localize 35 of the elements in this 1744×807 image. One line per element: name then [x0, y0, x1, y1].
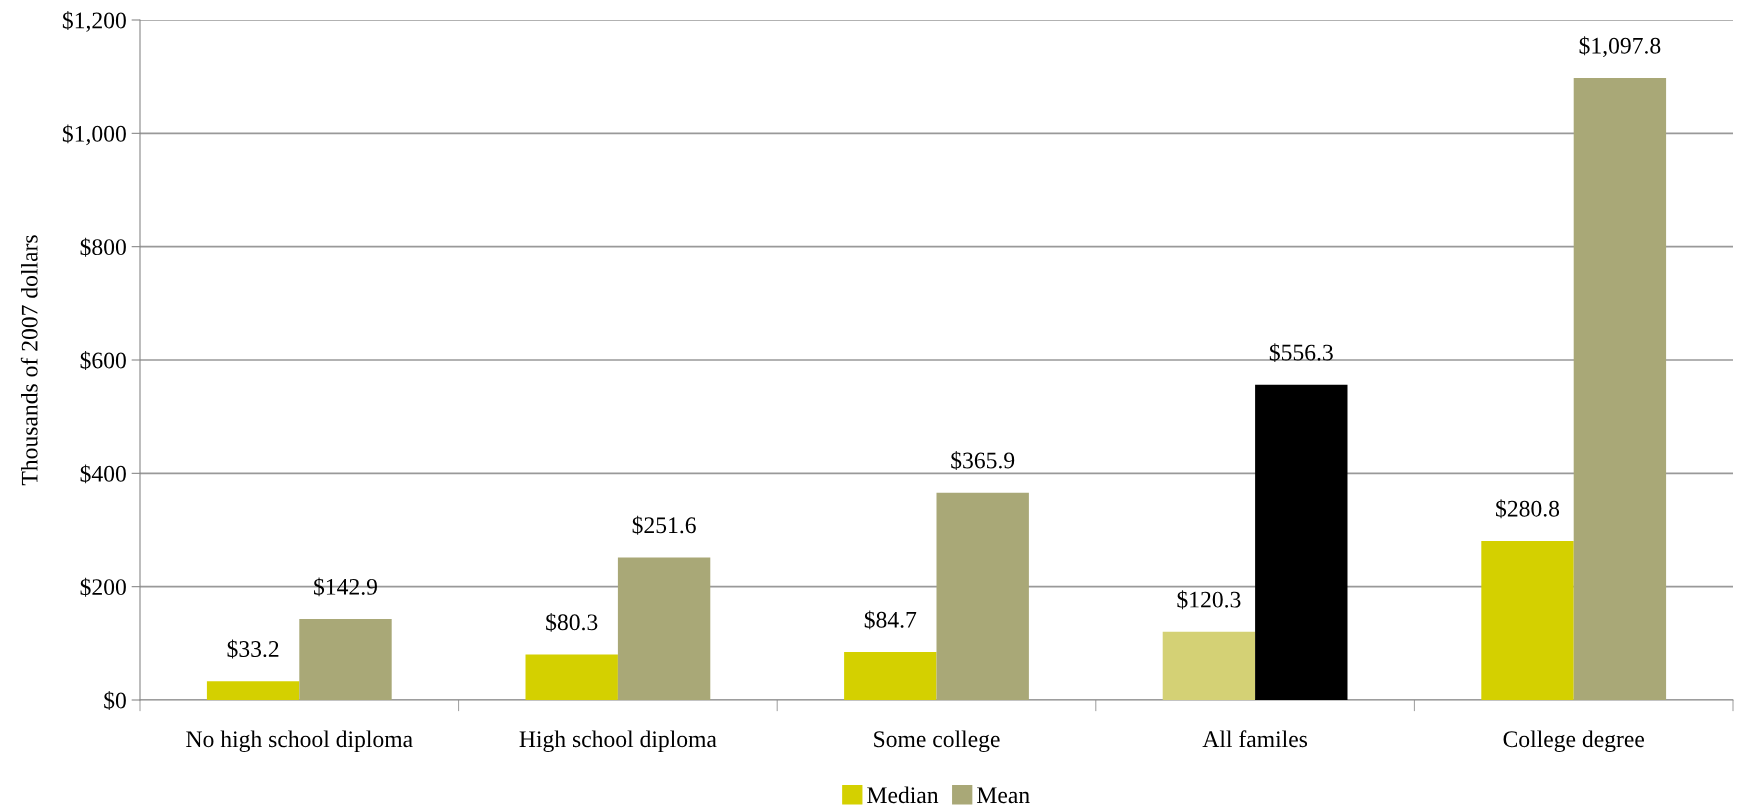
y-axis-title: Thousands of 2007 dollars: [20, 235, 38, 486]
y-tick-label: $600: [80, 351, 126, 370]
data-label: $365.9: [951, 451, 1015, 470]
x-tick-label: College degree: [1503, 730, 1645, 753]
bar: [525, 654, 618, 700]
y-tick-label: $800: [80, 237, 126, 257]
y-tick-label: $1,000: [62, 124, 126, 146]
x-tick-label: High school diploma: [519, 730, 717, 753]
legend-label: Median: [867, 786, 939, 804]
data-label: $120.3: [1177, 590, 1241, 610]
y-tick-label: $200: [80, 577, 126, 597]
legend-label: Mean: [977, 787, 1030, 804]
data-label: $142.9: [314, 577, 377, 597]
y-tick-label: $0: [104, 691, 126, 710]
bar: [844, 652, 937, 700]
bar: [1481, 540, 1574, 700]
x-tick-label: No high school diploma: [186, 730, 413, 753]
data-label: $556.3: [1269, 343, 1333, 363]
data-label: $84.7: [864, 610, 917, 630]
x-tick-label: All familes: [1202, 730, 1308, 748]
bar: [617, 557, 711, 700]
y-tick-label: $400: [80, 464, 126, 484]
bar: [299, 619, 392, 700]
data-label: $33.2: [227, 639, 279, 659]
bar: [206, 681, 300, 700]
bar: [936, 492, 1029, 700]
bar: [1573, 77, 1667, 700]
data-label: $251.6: [632, 515, 696, 535]
data-label: $80.3: [546, 612, 598, 632]
bar: [1162, 631, 1256, 700]
data-label: $280.8: [1496, 499, 1560, 519]
bar: [1255, 384, 1348, 700]
y-tick-label: $1,200: [62, 11, 126, 32]
x-tick-label: Some college: [874, 730, 1000, 753]
data-label: $1,097.8: [1579, 36, 1661, 58]
